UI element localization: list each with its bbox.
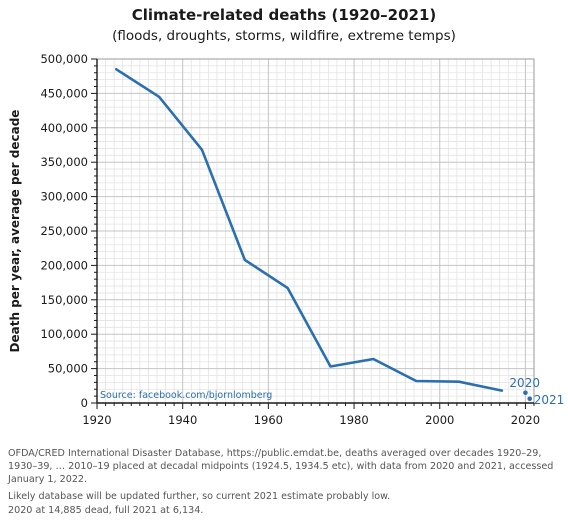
y-tick-label: 300,000 xyxy=(40,190,88,204)
footnote-database-note: Likely database will be updated further,… xyxy=(8,491,391,502)
point-label-2021: 2021 xyxy=(534,393,565,407)
y-tick-label: 100,000 xyxy=(40,327,88,341)
y-tick-label: 150,000 xyxy=(40,293,88,307)
series-line xyxy=(115,68,504,392)
y-tick-label: 500,000 xyxy=(40,52,88,66)
chart-subtitle: (floods, droughts, storms, wildfire, ext… xyxy=(112,28,456,44)
data-point-2021 xyxy=(527,396,533,402)
x-axis: 1920 1940 1960 1980 2000 2020 xyxy=(82,402,540,427)
y-axis: 0 50,000 100,000 150,000 200,000 250,000 300,0… xyxy=(40,52,98,410)
y-tick-label: 250,000 xyxy=(40,224,88,238)
series-layer xyxy=(115,68,504,392)
x-tick-label: 1940 xyxy=(168,413,197,427)
source-label: Source: facebook.com/bjornlomberg xyxy=(100,390,272,401)
y-tick-label: 200,000 xyxy=(40,258,88,272)
chart: 0 50,000 100,000 150,000 200,000 250,000 300,0… xyxy=(8,52,564,427)
point-label-2020: 2020 xyxy=(509,376,540,390)
x-tick-label: 1920 xyxy=(82,413,111,427)
x-tick-label: 2000 xyxy=(425,413,454,427)
y-tick-label: 350,000 xyxy=(40,155,88,169)
y-axis-label: Death per year, average per decade xyxy=(8,110,22,353)
footnote-death-counts: 2020 at 14,885 dead, full 2021 at 6,134. xyxy=(8,505,204,516)
data-point-2020 xyxy=(523,390,528,396)
y-tick-label: 50,000 xyxy=(48,362,88,376)
footnote-main: OFDA/CRED International Disaster Databas… xyxy=(8,448,554,485)
chart-title: Climate-related deaths (1920–2021) xyxy=(131,6,437,24)
x-tick-label: 1980 xyxy=(339,413,368,427)
y-tick-label: 450,000 xyxy=(40,86,88,100)
y-tick-label: 400,000 xyxy=(40,121,88,135)
x-tick-label: 2020 xyxy=(511,413,540,427)
points-layer: 2020 2021 xyxy=(509,376,564,407)
y-tick-label: 0 xyxy=(81,396,88,410)
grid-major xyxy=(96,58,534,404)
x-tick-label: 1960 xyxy=(254,413,283,427)
